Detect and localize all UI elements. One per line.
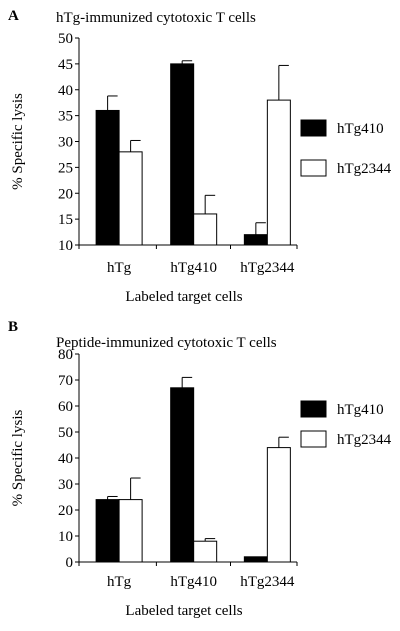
- x-tick-label: hTg: [107, 574, 132, 590]
- y-tick-label: 20: [58, 186, 73, 202]
- chart-title: hTg-immunized cytotoxic T cells: [56, 10, 256, 26]
- y-tick-label: 50: [58, 31, 73, 47]
- bar-htg2344-htg: [118, 151, 143, 246]
- x-tick-label: hTg: [107, 260, 132, 276]
- bar-htg410-htg2344: [243, 556, 268, 563]
- y-tick-label: 10: [58, 238, 73, 254]
- y-tick-label: 70: [58, 373, 73, 389]
- legend-label: hTg2344: [337, 161, 392, 177]
- y-axis-title: % Specific lysis: [10, 410, 26, 507]
- bar-htg410-htg2344: [243, 234, 268, 246]
- legend-swatch-htg410: [300, 400, 327, 418]
- y-tick-label: 45: [58, 57, 73, 73]
- x-axis-title: Labeled target cells: [125, 289, 242, 305]
- bar-htg410-htg410: [170, 387, 195, 563]
- legend-label: hTg2344: [337, 432, 392, 448]
- y-tick-label: 50: [58, 425, 73, 441]
- x-tick-label: hTg410: [170, 574, 217, 590]
- bar-htg410-htg: [95, 109, 120, 246]
- y-tick-label: 10: [58, 529, 73, 545]
- bar-htg2344-htg: [118, 499, 143, 563]
- y-tick-label: 15: [58, 212, 73, 228]
- bar-htg410-htg: [95, 499, 120, 563]
- panel-letter: B: [8, 319, 18, 335]
- y-tick-label: 20: [58, 503, 73, 519]
- x-tick-label: hTg2344: [240, 574, 295, 590]
- bar-htg2344-htg410: [193, 540, 218, 563]
- y-tick-label: 30: [58, 477, 73, 493]
- legend-swatch-htg410: [300, 119, 327, 137]
- x-axis-title: Labeled target cells: [125, 603, 242, 619]
- y-tick-label: 40: [58, 83, 73, 99]
- y-tick-label: 40: [58, 451, 73, 467]
- legend-label: hTg410: [337, 121, 384, 137]
- legend-swatch-htg2344: [300, 159, 327, 177]
- y-tick-label: 60: [58, 399, 73, 415]
- y-tick-label: 80: [58, 347, 73, 363]
- legend-label: hTg410: [337, 402, 384, 418]
- x-tick-label: hTg2344: [240, 260, 295, 276]
- y-tick-label: 0: [66, 555, 74, 571]
- bar-htg410-htg410: [170, 63, 195, 246]
- panel-b-chart: B Peptide-immunized cytotoxic T cells 0 10 2…: [8, 319, 392, 619]
- bar-htg2344-htg2344: [266, 447, 291, 563]
- legend-swatch-htg2344: [300, 430, 327, 448]
- y-axis-title: % Specific lysis: [10, 93, 26, 190]
- chart-title: Peptide-immunized cytotoxic T cells: [56, 335, 277, 351]
- y-tick-label: 35: [58, 109, 73, 125]
- y-tick-label: 30: [58, 135, 73, 151]
- panel-letter: A: [8, 8, 19, 24]
- bar-htg2344-htg410: [193, 213, 218, 246]
- x-tick-label: hTg410: [170, 260, 217, 276]
- y-tick-label: 25: [58, 160, 73, 176]
- bar-htg2344-htg2344: [266, 99, 291, 246]
